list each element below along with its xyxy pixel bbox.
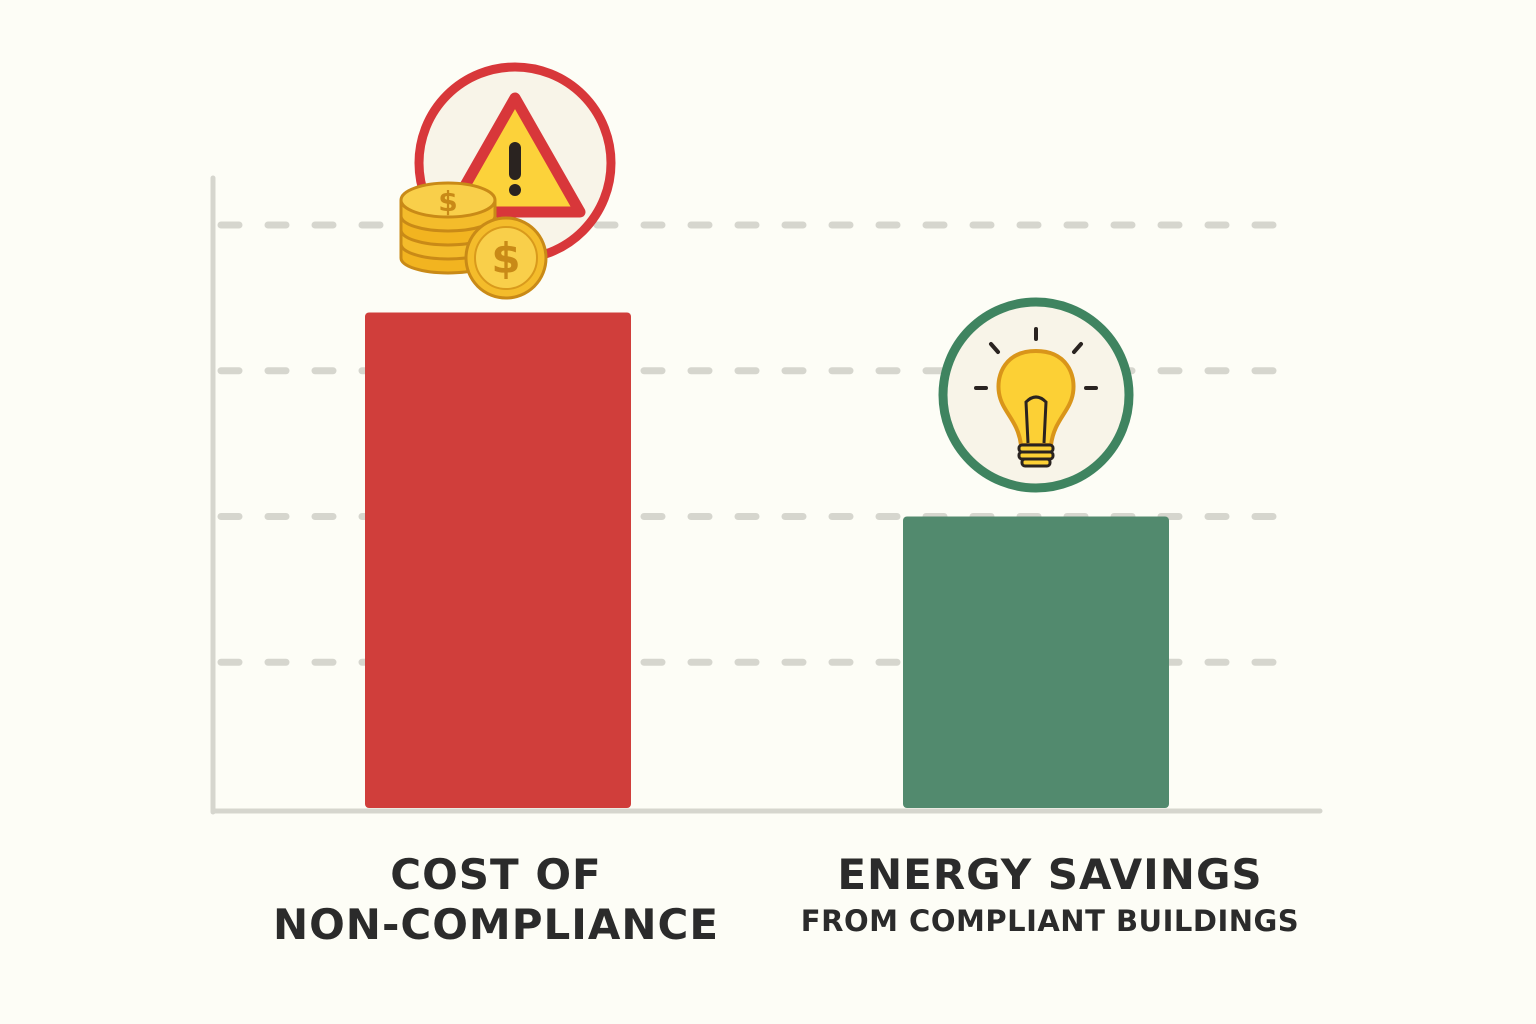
warning-coins-icon: $ $ [399,62,616,300]
category-label-line2: FROM COMPLIANT BUILDINGS [800,903,1300,938]
bar-energy-savings [903,516,1169,808]
coin-icon: $ [464,216,548,300]
bar-cost-of-non-compliance [365,312,631,808]
category-label-line2: NON-COMPLIANCE [272,899,720,949]
axes [210,175,1323,815]
bulb-base [1017,443,1055,468]
svg-text:$: $ [491,234,520,283]
category-label-cost-of-non-compliance: COST OF NON-COMPLIANCE [206,850,786,949]
category-label-energy-savings: ENERGY SAVINGS FROM COMPLIANT BUILDINGS [770,850,1330,938]
lightbulb-icon [938,297,1134,493]
category-label-line1: COST OF [390,850,602,899]
exclamation-bar [509,142,521,180]
exclamation-dot [509,184,521,196]
bars [365,312,1169,808]
category-label-line1: ENERGY SAVINGS [837,850,1263,899]
bulb-filament [1024,395,1048,444]
svg-text:$: $ [438,185,457,218]
